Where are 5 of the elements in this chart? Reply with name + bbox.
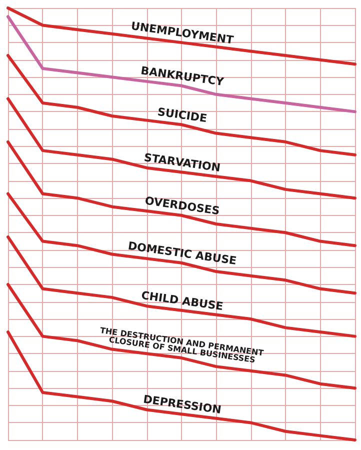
text: CHILD ABUSE [140, 288, 224, 314]
text: SUICIDE [156, 105, 208, 126]
text: STARVATION [143, 150, 222, 175]
text: OVERDOSES [144, 194, 221, 218]
text: DOMESTIC ABUSE [127, 239, 238, 268]
